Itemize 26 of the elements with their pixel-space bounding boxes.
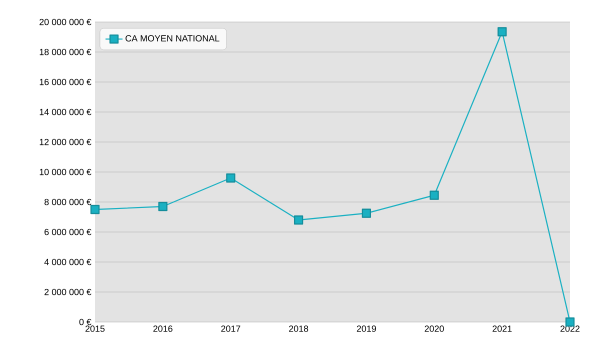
point: [430, 190, 439, 200]
y-tick-label: 6 000 000 €: [44, 228, 92, 236]
y-tick-label: 0 €: [79, 318, 92, 326]
y-tick-label: 18 000 000 €: [40, 48, 92, 56]
point: [158, 202, 168, 212]
y-tick-label: 20 000 000 €: [40, 18, 92, 26]
x-tick-label: 2021: [492, 326, 512, 332]
y-tick-label: 8 000 000 €: [44, 198, 92, 206]
point: [90, 204, 100, 214]
point: [294, 215, 304, 225]
y-tick-label: 12 000 000 €: [40, 138, 92, 146]
point: [226, 173, 236, 183]
point: [498, 27, 507, 36]
y-tick-label: 14 000 000 €: [40, 108, 92, 116]
y-tick-label: 4 000 000 €: [44, 258, 92, 266]
y-tick-label: 16 000 000 €: [40, 78, 92, 86]
y-tick-label: 2 000 000 €: [44, 288, 92, 296]
point: [362, 208, 372, 218]
x-tick-label: 2019: [356, 326, 376, 332]
legend-label: CA MOYEN NATIONAL: [126, 35, 220, 42]
x-tick-label: 2016: [153, 326, 172, 332]
x-tick-label: 2020: [424, 326, 444, 332]
x-tick-label: 2018: [289, 326, 308, 332]
x-tick-label: 2015: [85, 326, 105, 332]
x-tick-label: 2017: [221, 326, 240, 332]
y-tick-label: 10 000 000 €: [40, 168, 92, 176]
